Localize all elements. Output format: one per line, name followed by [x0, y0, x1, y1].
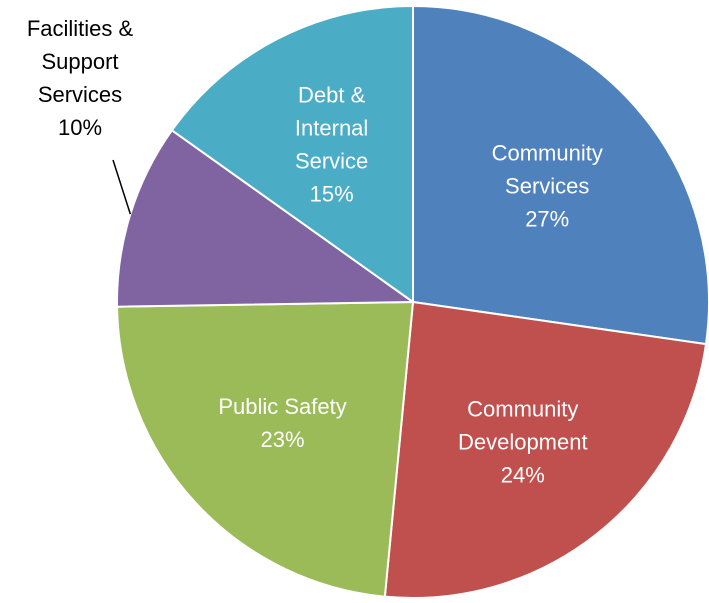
data-label-facilities-and-support-services: Facilities & Support Services 10% — [27, 16, 134, 140]
data-label-public-safety: Public Safety 23% — [218, 394, 346, 452]
data-label-community-development: Community Development 24% — [458, 397, 588, 488]
data-label-debt-and-internal-service: Debt & Internal Service 15% — [295, 83, 368, 207]
slice-debt-and-internal-service — [170, 4, 414, 304]
slice-public-safety — [116, 300, 415, 598]
slice-community-development — [383, 300, 708, 600]
leader-line-facilities-and-support-services — [112, 159, 132, 215]
pie-slices — [116, 4, 709, 600]
leader-lines — [112, 159, 132, 215]
data-labels: Community Services 27% Community Development… — [27, 16, 603, 488]
slice-facilities-and-support-services — [116, 128, 417, 308]
slice-community-services — [412, 4, 709, 346]
data-label-community-services: Community Services 27% — [492, 141, 603, 232]
